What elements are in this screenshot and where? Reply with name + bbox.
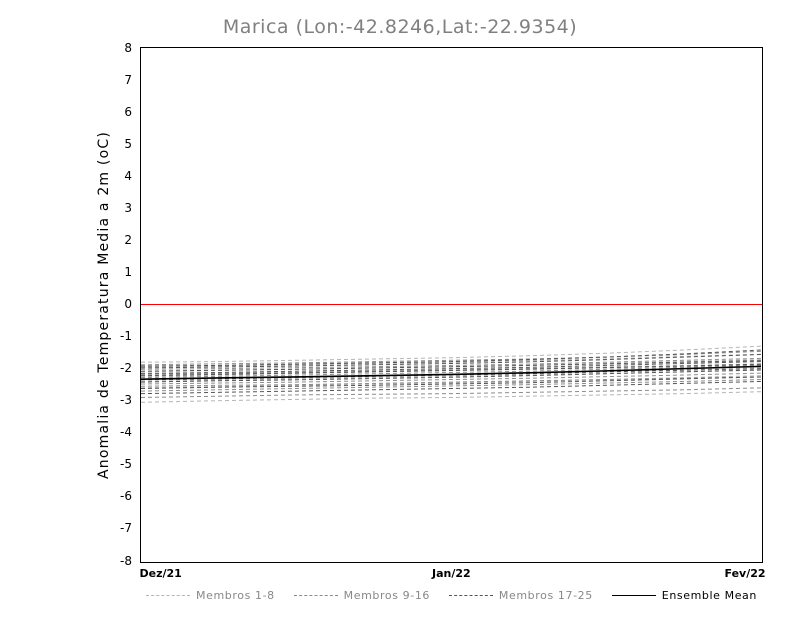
y-tick-label: 1: [124, 264, 132, 279]
chart-legend: Membros 1-8 Membros 9-16 Membros 17-25 E…: [140, 585, 763, 605]
series-line: [141, 369, 761, 382]
y-tick-label: 3: [124, 200, 132, 215]
x-tick-label: Fev/22: [724, 567, 766, 580]
legend-label: Ensemble Mean: [661, 588, 757, 602]
series-line: [141, 372, 761, 385]
series-line: [141, 345, 761, 363]
legend-label: Membros 1-8: [196, 588, 275, 602]
y-tick-label: -5: [120, 457, 132, 472]
series-line: [141, 376, 761, 387]
series-line: [141, 357, 761, 370]
y-tick-label: 2: [124, 232, 132, 247]
zero-reference-line: [141, 303, 762, 306]
series-line: [141, 364, 761, 379]
series-lines: [141, 345, 761, 403]
legend-swatch-dashed-dark-icon: [448, 594, 493, 596]
series-line: [141, 369, 761, 383]
y-tick-label: 5: [124, 136, 132, 151]
y-tick-label: 4: [124, 168, 132, 183]
legend-item-membros-9-16: Membros 9-16: [293, 588, 431, 602]
legend-label: Membros 17-25: [498, 588, 593, 602]
series-line: [141, 349, 761, 367]
series-line: [141, 361, 761, 374]
legend-swatch-dashed-mid-icon: [293, 594, 338, 596]
series-line: [141, 376, 761, 390]
series-line: [141, 364, 761, 375]
legend-item-membros-17-25: Membros 17-25: [448, 588, 593, 602]
series-line: [141, 350, 761, 366]
legend-label: Membros 9-16: [343, 588, 431, 602]
series-line: [141, 375, 761, 389]
y-tick-label: 7: [124, 72, 132, 87]
legend-item-membros-1-8: Membros 1-8: [146, 589, 275, 602]
series-line: [141, 365, 761, 381]
y-tick-label: -1: [120, 329, 132, 344]
series-line: [141, 360, 761, 372]
y-tick-label: -6: [120, 489, 132, 504]
y-tick-label: -4: [120, 425, 132, 440]
series-line: [141, 379, 761, 392]
series-line: [141, 380, 761, 395]
series-line: [141, 391, 761, 403]
y-tick-label: 6: [124, 104, 132, 119]
series-line: [141, 353, 761, 368]
y-tick-label: 0: [124, 297, 132, 311]
y-tick-label: 8: [124, 40, 132, 55]
y-tick-label: -7: [120, 521, 132, 536]
chart-title: Marica (Lon:-42.8246,Lat:-22.9354): [222, 16, 578, 38]
y-tick-label: -2: [120, 361, 132, 376]
series-line: [141, 354, 761, 369]
plot-area: [140, 47, 763, 563]
y-tick-label: -3: [120, 393, 132, 408]
legend-item-ensemble-mean: Ensemble Mean: [611, 588, 757, 602]
x-tick-label: Jan/22: [432, 567, 471, 580]
y-tick-label: -8: [120, 553, 132, 568]
legend-swatch-dashed-light-icon: [146, 594, 190, 596]
x-tick-label: Dez/21: [139, 567, 182, 580]
legend-swatch-solid-icon: [611, 594, 656, 596]
series-line: [141, 387, 761, 398]
series-line: [141, 363, 761, 377]
